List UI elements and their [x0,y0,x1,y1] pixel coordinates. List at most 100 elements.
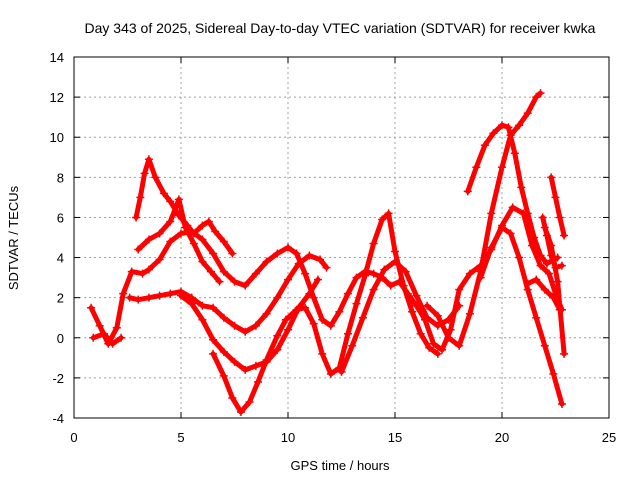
data-point [557,399,566,408]
data-point [510,149,519,158]
series-arc-3 [132,155,237,258]
data-point [515,253,524,262]
data-point [309,319,318,328]
series-arc-7 [209,209,442,416]
data-point [433,311,442,320]
data-point [455,341,464,350]
data-point [545,269,554,278]
data-point [251,321,260,330]
data-point [384,209,393,218]
series-trace [210,210,441,415]
x-tick-label: 0 [70,430,77,445]
x-axis-ticks: 0 5 10 15 20 25 [70,57,616,445]
data-point [532,313,541,322]
y-tick-label: 10 [50,130,64,145]
data-point [132,213,141,222]
series-trace [478,225,565,407]
data-point [209,303,218,312]
data-point [301,269,310,278]
data-point [284,275,292,284]
data-point [557,261,566,270]
series-arc-9 [423,89,545,350]
data-point [209,249,218,258]
data-point [273,345,282,354]
data-point [181,223,190,232]
series-arc-2 [125,251,331,336]
data-point [399,281,408,290]
data-point [108,339,117,348]
data-point [294,259,303,268]
data-point [134,245,143,254]
data-point [444,333,453,342]
y-axis-label: SDTVAR / TECUs [6,185,21,290]
data-series-layer [87,89,569,416]
data-point [228,393,237,402]
data-point [99,329,108,338]
data-point [144,293,153,302]
x-tick-label: 10 [281,430,295,445]
series-arc-1 [87,203,566,354]
y-tick-label: 8 [57,170,64,185]
data-point [219,347,228,356]
data-point [262,309,271,318]
data-point [309,293,318,302]
data-point [219,313,228,322]
data-point [487,209,496,218]
data-point [523,279,532,288]
data-point [87,303,96,312]
data-point [89,333,98,342]
data-point [532,275,541,284]
x-axis-label: GPS time / hours [291,458,390,473]
data-point [463,187,472,196]
data-point [560,231,569,240]
data-point [198,301,207,310]
data-point [553,277,562,286]
data-point [155,229,164,238]
data-point [551,193,560,202]
series-trace [465,122,561,267]
data-point [144,265,153,274]
data-point [401,267,410,276]
data-point [369,285,378,294]
series-arc-12 [523,275,564,314]
series-trace [542,225,567,357]
data-point [236,407,245,416]
x-tick-label: 15 [388,430,402,445]
series-arc-11 [476,223,566,408]
y-tick-label: 4 [57,251,64,266]
data-point [540,285,549,294]
data-point [542,259,551,268]
y-tick-label: 12 [50,90,64,105]
data-point [211,227,220,236]
data-point [318,349,327,358]
y-tick-label: -4 [52,411,64,426]
data-point [498,121,506,130]
data-point [155,291,164,300]
data-point [446,325,455,334]
data-point [292,305,301,314]
series-trace [548,174,567,238]
y-tick-label: -2 [52,371,64,386]
data-point [305,289,314,298]
data-point [378,215,387,224]
data-point [198,257,207,266]
y-axis-ticks: -4 -2 0 2 4 6 8 10 12 14 [50,50,609,426]
data-point [322,263,331,272]
data-point [241,327,250,336]
data-point [134,295,143,304]
series-arc-15 [540,223,569,358]
data-point [380,265,389,274]
data-point [166,197,175,206]
data-point [112,323,121,332]
data-point [273,293,282,302]
data-point [313,275,322,284]
data-point [489,129,498,138]
data-point [219,371,228,380]
plot-frame [73,56,610,419]
series-arc-4 [134,195,224,286]
data-point [326,369,335,378]
data-point [206,267,215,276]
data-point [530,233,539,242]
series-arc-5 [89,329,126,348]
